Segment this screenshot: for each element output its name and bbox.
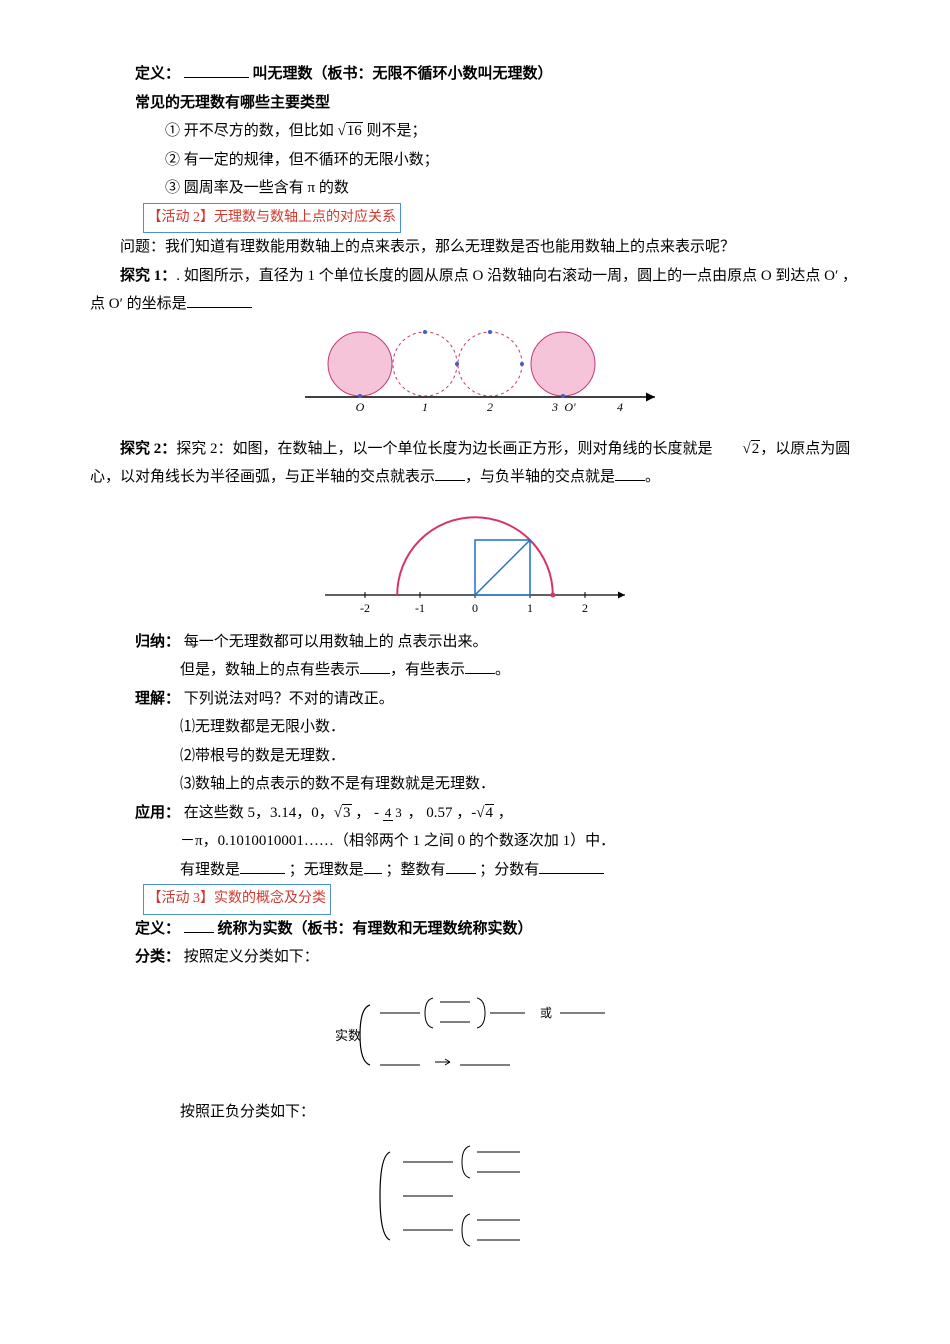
types-title: 常见的无理数有哪些主要类型	[135, 89, 860, 118]
apply-3a: 有理数是	[180, 862, 240, 878]
explore2-blank1	[435, 465, 465, 481]
svg-text:-2: -2	[360, 601, 370, 615]
apply-c2: ， 0.57 ，-	[408, 805, 477, 821]
svg-text:0: 0	[472, 601, 478, 615]
sqrt16: 16	[338, 117, 363, 146]
type-1b: 则不是；	[367, 123, 427, 139]
apply-c3: ，	[498, 805, 513, 821]
type-3: ③ 圆周率及一些含有 π 的数	[165, 174, 860, 203]
svg-text:2: 2	[487, 400, 493, 414]
sqrt4: 4	[476, 799, 494, 828]
definition-blank	[184, 62, 249, 78]
apply-3b: ；无理数是	[289, 862, 364, 878]
svg-text:1: 1	[527, 601, 533, 615]
explore2-text-a: 探究 2：如图，在数轴上，以一个单位长度为边长画正方形，则对角线的长度就是	[176, 441, 712, 457]
apply-blank4	[539, 858, 604, 874]
sqrt2: 2	[713, 435, 761, 464]
explore1-label: 探究 1：	[120, 268, 176, 284]
understand-s3: ⑶数轴上的点表示的数不是有理数就是无理数．	[180, 770, 860, 799]
activity-3-box: 【活动 3】实数的概念及分类	[143, 884, 332, 915]
explore2-label: 探究 2：	[120, 441, 176, 457]
explore2-text-c: ，与负半轴的交点就是	[465, 469, 615, 485]
svg-text:2: 2	[582, 601, 588, 615]
summary-line2c: 。	[495, 662, 510, 678]
activity-2-box: 【活动 2】无理数与数轴上点的对应关系	[143, 203, 402, 234]
apply-3c: ；整数有	[386, 862, 446, 878]
apply-c1: ， -	[355, 805, 379, 821]
apply-blank1	[240, 858, 285, 874]
type-1a: ① 开不尽方的数，但比如	[165, 123, 334, 139]
svg-text:1: 1	[422, 400, 428, 414]
svg-text:O: O	[356, 400, 365, 414]
def2-text: 统称为实数（板书：有理数和无理数统称实数）	[218, 921, 533, 937]
definition-label: 定义：	[135, 66, 180, 82]
figure-tree-sign	[335, 1134, 615, 1264]
understand-q: 下列说法对吗？不对的请改正。	[184, 691, 394, 707]
figure-rolling-circle: O 1 2 3 O' 4	[285, 327, 665, 427]
type-2: ② 有一定的规律，但不循环的无限小数；	[165, 146, 860, 175]
activity2-question: 问题：我们知道有理数能用数轴上的点来表示，那么无理数是否也能用数轴上的点来表示呢…	[90, 233, 860, 262]
understand-s2: ⑵带根号的数是无理数．	[180, 742, 860, 771]
definition-text: 叫无理数（板书：无限不循环小数叫无理数）	[253, 66, 553, 82]
explore2-blank2	[615, 465, 645, 481]
apply-3d: ；分数有	[479, 862, 539, 878]
summary-line2b: ，有些表示	[390, 662, 465, 678]
svg-text:-1: -1	[415, 601, 425, 615]
apply-blank3	[446, 858, 476, 874]
explore2-text-d: 。	[645, 469, 660, 485]
figure-tree-definition: 实数 或	[305, 980, 645, 1090]
cls-text: 按照定义分类如下：	[184, 949, 319, 965]
apply-blank2	[364, 858, 382, 874]
cls-label: 分类：	[135, 949, 180, 965]
svg-text:实数: 实数	[335, 1028, 361, 1043]
def2-label: 定义：	[135, 921, 180, 937]
apply-label: 应用：	[135, 805, 180, 821]
fraction-4-3: 43	[383, 806, 404, 820]
understand-label: 理解：	[135, 691, 180, 707]
summary-line1: 每一个无理数都可以用数轴上的 点表示出来。	[184, 634, 488, 650]
cls2-text: 按照正负分类如下：	[180, 1098, 860, 1127]
summary-blank1	[360, 658, 390, 674]
summary-label: 归纳：	[135, 634, 180, 650]
explore1-blank	[187, 292, 252, 308]
apply-intro: 在这些数 5，3.14，0，	[184, 805, 334, 821]
def2-blank	[184, 917, 214, 933]
figure-sqrt2-arc: -2 -1 0 1 2	[315, 500, 635, 620]
svg-text:或: 或	[540, 1006, 552, 1020]
svg-text:3: 3	[551, 400, 558, 414]
sqrt3: 3	[334, 799, 352, 828]
svg-text:4: 4	[617, 400, 623, 414]
apply-line2: －π，0.1010010001……（相邻两个 1 之间 0 的个数逐次加 1）中…	[180, 827, 860, 856]
summary-blank2	[465, 658, 495, 674]
svg-text:O': O'	[564, 400, 576, 414]
understand-s1: ⑴无理数都是无限小数．	[180, 713, 860, 742]
summary-line2a: 但是，数轴上的点有些表示	[180, 662, 360, 678]
